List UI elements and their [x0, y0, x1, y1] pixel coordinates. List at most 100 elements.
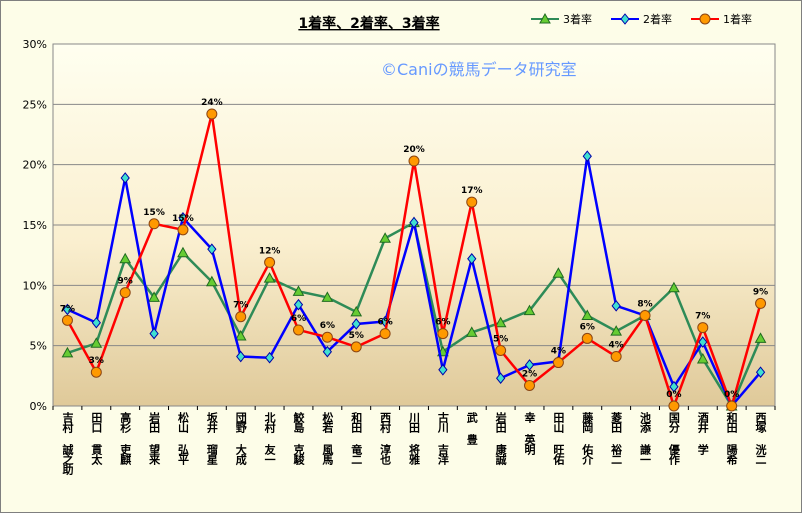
- data-point: [755, 297, 767, 309]
- data-point: [207, 243, 217, 255]
- data-label: 0%: [666, 390, 681, 400]
- y-tick-label: 25%: [23, 98, 47, 111]
- x-tick-label: 田山 旺佑: [552, 412, 566, 466]
- data-point: [524, 379, 536, 391]
- data-label: 6%: [291, 314, 306, 324]
- data-point: [611, 300, 621, 312]
- data-point: [494, 316, 507, 328]
- data-point: [408, 155, 420, 167]
- x-tick-label: 鮫島 克駿: [292, 411, 305, 466]
- plot-border: [52, 43, 776, 407]
- x-tick-label: 酒井 学: [696, 412, 709, 456]
- data-label: 15%: [143, 208, 165, 218]
- data-point: [552, 357, 564, 369]
- data-point: [90, 337, 103, 348]
- data-point: [292, 324, 304, 336]
- x-tick-label: 高杉 吏麒: [119, 411, 132, 466]
- data-point: [350, 341, 362, 353]
- data-point: [639, 310, 651, 321]
- data-point: [539, 12, 551, 24]
- data-point: [119, 287, 131, 299]
- data-point: [350, 305, 363, 317]
- data-label: 6%: [377, 318, 392, 328]
- x-tick-label: 古川 吉洋: [436, 411, 450, 466]
- data-point: [379, 328, 391, 340]
- x-tick-label: 川田 将雅: [408, 412, 422, 466]
- data-label: 0%: [724, 390, 739, 400]
- x-tick-label: 岩田 望来: [148, 411, 162, 466]
- legend-item: 2着率: [611, 12, 672, 26]
- data-point: [620, 13, 630, 25]
- data-point: [205, 275, 218, 287]
- data-label: 6%: [435, 318, 450, 328]
- x-tick-label: 松若 風馬: [321, 411, 334, 466]
- data-label: 8%: [637, 300, 652, 310]
- data-label: 2%: [522, 369, 537, 379]
- x-tick-label: 池添 謙一: [639, 411, 652, 464]
- x-tick-label: 幸 英明: [523, 411, 537, 456]
- data-point: [61, 346, 74, 358]
- data-point: [177, 246, 189, 258]
- data-point: [581, 332, 593, 344]
- data-point: [465, 326, 478, 337]
- data-point: [263, 272, 276, 283]
- data-labels: 7% 3% 9% 15% 15% 24% 7% 12% 6% 6% 5% 6% 20% 6% 17% 5% 2%…: [60, 98, 768, 400]
- legend: 3着率 2着率 1着率: [531, 12, 752, 26]
- legend-item: 1着率: [691, 12, 752, 26]
- data-label: 4%: [609, 341, 624, 351]
- data-point: [610, 351, 622, 363]
- x-axis: 吉村 誠之助 田口 貫太 高杉 吏麒 岩田 望来 松山 弘平 坂井 瑠星 団野 大成 北村 友…: [52, 406, 776, 476]
- data-label: 9%: [753, 287, 768, 297]
- data-point: [466, 196, 478, 208]
- chart-title: 1着率、2着率、3着率: [298, 15, 439, 32]
- data-point: [120, 172, 130, 184]
- data-point: [755, 366, 766, 379]
- x-tick-label: 田口 貫太: [90, 412, 104, 466]
- data-point: [234, 329, 247, 341]
- watermark: ©Caniの競馬データ研究室: [381, 60, 577, 79]
- data-point: [698, 336, 708, 348]
- legend-label: 2着率: [643, 12, 672, 26]
- y-tick-label: 20%: [23, 159, 47, 172]
- data-point: [524, 359, 535, 371]
- data-point: [668, 281, 680, 293]
- data-label: 5%: [349, 331, 364, 341]
- data-point: [582, 150, 592, 163]
- data-label: 3%: [89, 356, 104, 366]
- x-tick-label: 藤岡 佑介: [581, 411, 595, 465]
- data-label: 24%: [201, 98, 223, 108]
- data-point: [149, 327, 159, 340]
- x-tick-label: 武 豊: [465, 411, 478, 445]
- data-point: [148, 291, 160, 302]
- x-tick-label: 団野 大成: [234, 411, 247, 466]
- x-tick-label: 和田 竜二: [350, 411, 363, 465]
- data-point: [438, 363, 448, 376]
- x-tick-label: 坂井 瑠星: [205, 411, 218, 465]
- x-tick-label: 松山 弘平: [176, 411, 189, 466]
- x-tick-label: 国分 優作: [667, 412, 681, 466]
- data-label: 7%: [233, 301, 248, 311]
- legend-label: 3着率: [563, 12, 592, 26]
- data-point: [697, 322, 709, 334]
- data-point: [610, 325, 623, 336]
- data-point: [379, 232, 391, 243]
- data-point: [292, 285, 305, 296]
- data-point: [264, 351, 275, 364]
- data-point: [495, 344, 507, 356]
- data-point: [148, 218, 160, 230]
- x-tick-label: 吉村 誠之助: [61, 411, 74, 476]
- data-label: 7%: [695, 312, 710, 322]
- data-point: [236, 350, 246, 363]
- data-label: 20%: [403, 145, 425, 155]
- data-point: [61, 314, 73, 326]
- data-point: [669, 380, 679, 393]
- data-point: [699, 13, 711, 25]
- data-point: [90, 366, 102, 378]
- data-point: [726, 400, 738, 412]
- data-label: 4%: [551, 347, 566, 357]
- y-tick-label: 5%: [30, 340, 47, 353]
- x-tick-label: 西塚 洸二: [754, 412, 767, 465]
- data-point: [668, 400, 680, 412]
